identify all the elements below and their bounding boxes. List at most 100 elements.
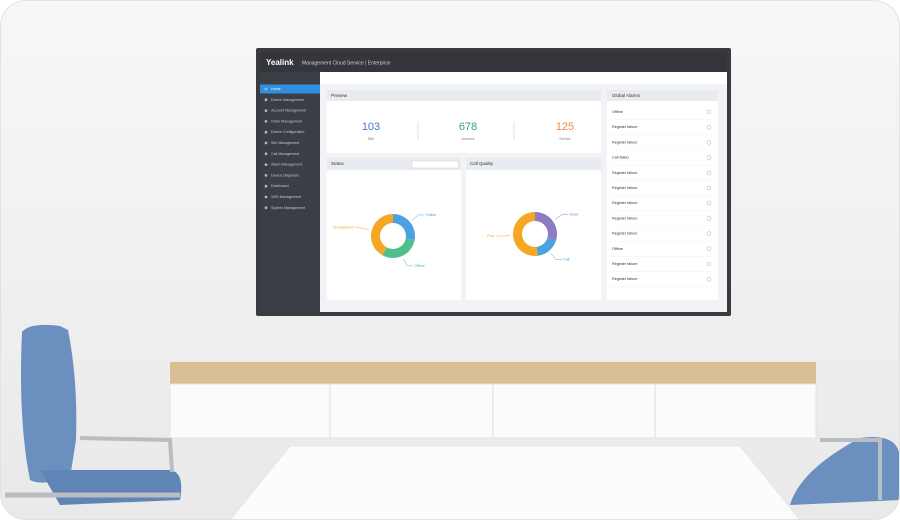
quality-panel [466, 158, 601, 300]
sidebar-icon [264, 195, 268, 199]
sidebar-item[interactable]: Home [271, 87, 281, 91]
chair-arm [79, 436, 174, 473]
alarm-icon [706, 231, 712, 236]
sidebar-icon [264, 130, 268, 134]
alarm-item[interactable]: Offline [612, 247, 623, 251]
leader-line [550, 253, 563, 260]
leader-line [412, 214, 425, 221]
sidebar-item[interactable]: System Management [271, 206, 305, 210]
leader-line [355, 227, 369, 231]
sidebar-icon [264, 174, 268, 177]
alarm-item[interactable]: Register failure [612, 232, 638, 236]
segment-label: Online [426, 213, 436, 217]
alarm-icon [706, 185, 712, 191]
donut-segment [536, 238, 556, 256]
dropdown[interactable] [411, 160, 459, 169]
segment-label: Good [569, 213, 578, 217]
alarm-icon [706, 246, 712, 252]
table [228, 445, 802, 520]
chair-arm [820, 438, 882, 500]
alarm-icon [706, 140, 712, 145]
breadcrumb-bar [320, 72, 727, 84]
leader-line [496, 235, 511, 237]
leader-line [403, 258, 414, 267]
sidebar [260, 72, 320, 312]
panel-header [466, 158, 601, 170]
sidebar-item[interactable]: Device Configuration [271, 130, 304, 134]
sidebar-icon [264, 87, 268, 91]
segment-label: Unregistered [333, 226, 354, 230]
stat-label: Device [560, 137, 571, 141]
alarms-panel [607, 90, 718, 300]
alarm-item[interactable]: Call failed [612, 156, 629, 160]
panel-title: Global Alarms [612, 93, 641, 98]
donut-segment [513, 212, 538, 256]
sidebar-icon [264, 152, 268, 156]
alarm-item[interactable]: Register failure [612, 277, 638, 281]
donut-segment [382, 238, 415, 258]
stat-label: Site [368, 137, 374, 141]
chair-back [21, 324, 77, 483]
stat-value: 103 [362, 121, 380, 133]
alarm-icon [706, 109, 712, 115]
sidebar-item[interactable]: Device Diagnosis [271, 173, 299, 177]
sidebar-icon [264, 184, 268, 188]
stat-value: 125 [556, 121, 574, 133]
alarm-icon [706, 277, 712, 282]
top-bar [260, 52, 727, 72]
alarm-item[interactable]: Register failure [612, 186, 638, 190]
chair-right [790, 436, 900, 505]
alarm-item[interactable]: Offline [612, 110, 623, 114]
sidebar-item[interactable]: Dashboard [271, 184, 289, 188]
alarm-icon [706, 170, 712, 176]
sidebar-icon [264, 141, 268, 145]
sidebar-item[interactable]: Order Management [271, 119, 302, 123]
alarm-icon [706, 200, 712, 206]
segment-label: Fair [564, 257, 571, 261]
sidebar-icon [264, 120, 268, 123]
panel-header [327, 90, 601, 101]
shelf-top [170, 362, 816, 384]
panel-title: Preview [331, 93, 348, 98]
sidebar-item[interactable]: Site Management [271, 141, 299, 145]
panel-title: Status [331, 161, 345, 166]
alarm-icon [706, 155, 712, 160]
sidebar-item[interactable]: Device Management [271, 98, 304, 102]
donut-segment [535, 212, 557, 241]
donut-segment [393, 214, 415, 241]
donut-segment [371, 214, 393, 256]
alarm-item[interactable]: Register failure [612, 201, 638, 205]
alarm-item[interactable]: Register failure [612, 140, 638, 144]
stat-label: Account [462, 137, 475, 141]
stat-value: 678 [459, 121, 477, 133]
app-title: Management Cloud Service | Enterprise [302, 60, 391, 66]
leader-line [555, 214, 568, 220]
sidebar-icon [264, 98, 268, 102]
alarm-icon [706, 261, 712, 267]
status-panel [327, 158, 461, 300]
panel-header [607, 90, 718, 101]
sidebar-item[interactable]: Alarm Management [271, 163, 302, 167]
segment-label: Poor [487, 234, 495, 238]
alarm-icon [706, 216, 712, 221]
sidebar-active [260, 84, 320, 94]
dynamic-content: Home Device Management Account Management O… [260, 84, 715, 287]
panel-title: Call Quality [470, 161, 494, 166]
chair-seat [40, 470, 182, 505]
sidebar-icon [264, 163, 268, 167]
sidebar-icon [264, 206, 268, 210]
segment-label: Offline [415, 264, 425, 268]
alarm-item[interactable]: Register failure [612, 216, 638, 220]
sidebar-item[interactable]: VMS Management [271, 195, 301, 199]
alarm-item[interactable]: Register failure [612, 171, 638, 175]
logo: Yealink [266, 58, 294, 67]
sidebar-item[interactable]: Call Management [271, 152, 299, 156]
alarm-item[interactable]: Register failure [612, 262, 638, 266]
alarm-icon [706, 124, 712, 130]
alarm-item[interactable]: Register failure [612, 125, 638, 129]
sidebar-item[interactable]: Account Management [271, 109, 306, 113]
sidebar-icon [264, 109, 268, 112]
